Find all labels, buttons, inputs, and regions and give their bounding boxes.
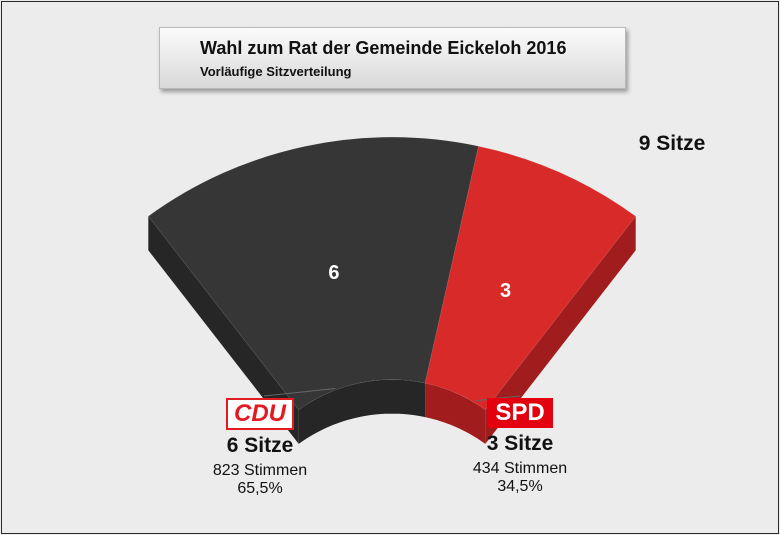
data-label-spd: 3 (500, 280, 511, 302)
cdu-votes: 823 Stimmen (212, 462, 308, 479)
cdu-percent: 65,5% (237, 480, 283, 497)
segment-spd-inner-side (425, 383, 486, 444)
title-box: Wahl zum Rat der Gemeinde Eickeloh 2016 … (159, 27, 626, 89)
party-block-cdu: CDU 6 Sitze 823 Stimmen 65,5% (160, 398, 360, 498)
cdu-seats: 6 Sitze (226, 434, 294, 457)
leader-line-cdu (263, 388, 336, 397)
chart-title: Wahl zum Rat der Gemeinde Eickeloh 2016 (200, 38, 567, 58)
spd-votes: 434 Stimmen (472, 460, 568, 477)
segment-spd-end-cap (485, 216, 636, 444)
segment-spd (424, 145, 637, 411)
total-seats-label: 9 Sitze (638, 132, 706, 155)
spd-percent: 34,5% (497, 478, 543, 495)
segment-cdu-inner-side (298, 379, 426, 444)
cdu-logo: CDU (226, 398, 294, 430)
spd-seats: 3 Sitze (486, 432, 554, 455)
segment-cdu-end-cap (148, 216, 299, 444)
segment-cdu (147, 136, 480, 411)
data-label-cdu: 6 (328, 262, 339, 284)
party-block-spd: SPD 3 Sitze 434 Stimmen 34,5% (420, 398, 620, 496)
chart-subtitle: Vorläufige Sitzverteilung (200, 64, 352, 79)
spd-logo: SPD (487, 398, 553, 428)
